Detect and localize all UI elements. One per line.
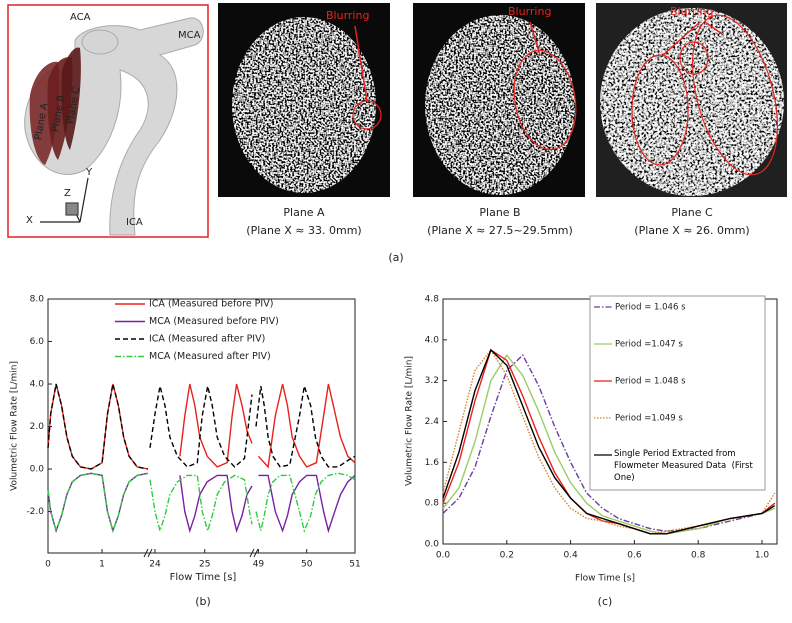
x-tick-label: 0.2: [500, 551, 514, 561]
y-axis-title: Volumetric Flow Rate [L/min]: [405, 356, 415, 486]
y-tick-label: 0.8: [425, 499, 440, 509]
y-tick-label: 4.8: [425, 295, 440, 305]
data-line: [442, 348, 776, 535]
x-axis-title: Flow Time [s]: [170, 572, 237, 583]
legend-label: Period = 1.046 s: [615, 303, 686, 313]
y-tick-label: 4.0: [425, 335, 440, 345]
panel-label: (b): [195, 595, 211, 608]
x-tick-label: 25: [199, 560, 210, 570]
axis-label: Y: [85, 167, 93, 178]
x-tick-label: 51: [349, 560, 360, 570]
axis-triad: [40, 177, 89, 223]
axis-break: [143, 548, 259, 558]
y-tick-label: 0.0: [30, 465, 45, 475]
annotation: Blurring: [326, 9, 369, 22]
axis-label: X: [26, 215, 33, 226]
x-tick-label: 0: [45, 560, 51, 570]
y-tick-label: 6.0: [30, 337, 45, 347]
data-line: [47, 472, 356, 534]
model-label: ACA: [70, 12, 91, 23]
axis-label: Z: [64, 188, 71, 199]
y-tick-label: 0.0: [425, 540, 440, 550]
x-tick-label: 1.0: [755, 551, 770, 561]
x-tick-label: 24: [149, 560, 161, 570]
legend-box: [589, 295, 766, 491]
piv-image: Blurring: [596, 3, 787, 197]
legend-label: Period =1.049 s: [615, 414, 683, 424]
plane-slice: [61, 47, 81, 150]
model-label: ICA: [126, 217, 143, 228]
caption: Plane A: [283, 206, 325, 219]
x-tick-label: 50: [301, 560, 313, 570]
vessel-model: [81, 29, 119, 55]
y-axis-title: Volumetric Flow Rate [L/min]: [10, 361, 20, 491]
y-tick-label: 2.0: [30, 422, 45, 432]
caption: Plane B: [479, 206, 520, 219]
caption: (Plane X ≈ 26. 0mm): [634, 224, 749, 237]
x-tick-label: 0.0: [436, 551, 451, 561]
y-tick-label: 1.6: [425, 458, 440, 468]
caption: (Plane X ≈ 27.5~29.5mm): [427, 224, 573, 237]
legend-label: MCA (Measured after PIV): [149, 351, 271, 362]
piv-image: Blurring: [218, 3, 390, 197]
panel-label: (a): [388, 251, 403, 264]
y-tick-label: 2.4: [425, 417, 440, 427]
panel-label: (c): [598, 595, 613, 608]
legend-label: Single Period Extracted from Flowmeter M…: [614, 449, 756, 483]
y-tick-label: 4.0: [30, 380, 45, 390]
annotation: Blurring: [670, 5, 713, 18]
caption: Plane C: [671, 206, 713, 219]
x-tick-label: 0.8: [691, 551, 706, 561]
model-panel: ACA MCA ICA Plane A Plane B Plane C X Y …: [7, 4, 209, 238]
legend-label: Period =1.047 s: [615, 340, 683, 350]
x-tick-label: 1: [99, 560, 105, 570]
legend-label-box: Single Period Extracted from Flowmeter M…: [614, 449, 756, 483]
x-tick-label: 49: [253, 560, 265, 570]
model-label: MCA: [178, 30, 201, 41]
caption: (Plane X ≈ 33. 0mm): [246, 224, 361, 237]
y-tick-label: -2.0: [26, 507, 44, 517]
x-tick-label: 0.4: [563, 551, 578, 561]
legend-label: MCA (Measured before PIV): [149, 316, 279, 327]
legend-label: ICA (Measured before PIV): [149, 299, 273, 310]
annotation: Blurring: [508, 5, 551, 18]
piv-image: Blurring: [413, 3, 585, 197]
x-axis-title: Flow Time [s]: [575, 574, 635, 584]
data-line: [442, 353, 776, 535]
x-tick-label: 0.6: [627, 551, 642, 561]
y-tick-label: 3.2: [425, 376, 439, 386]
data-line: [47, 383, 356, 470]
legend-label: ICA (Measured after PIV): [149, 334, 265, 345]
legend-label: Period = 1.048 s: [615, 377, 686, 387]
y-tick-label: 8.0: [30, 295, 45, 305]
